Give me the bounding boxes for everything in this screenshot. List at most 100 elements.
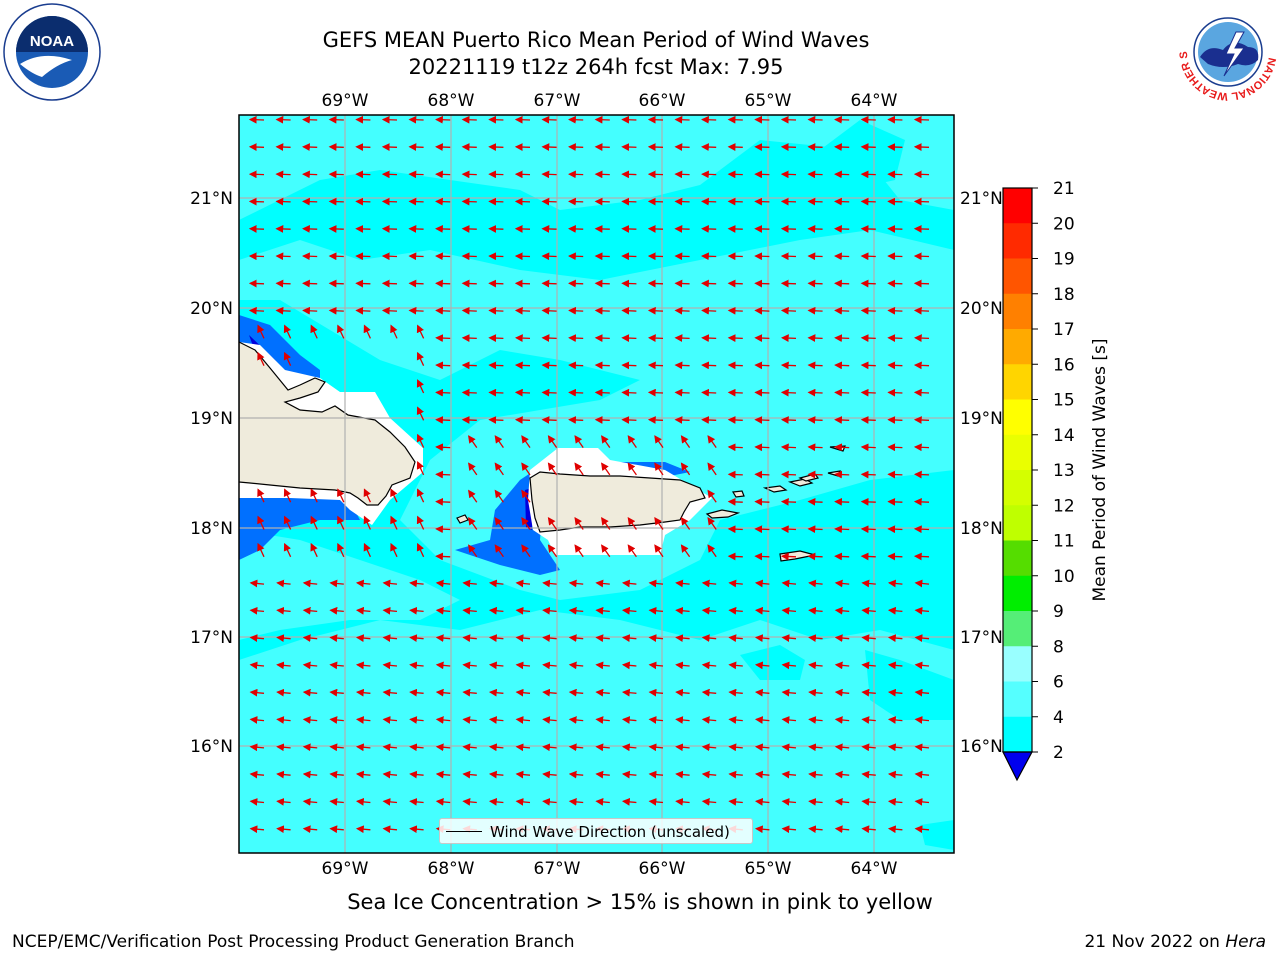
wind-wave-arrow	[257, 542, 265, 558]
wind-wave-arrow	[249, 634, 265, 642]
wind-wave-arrow	[595, 634, 610, 642]
st-thomas	[762, 485, 788, 493]
wind-wave-arrow	[409, 716, 424, 724]
lat-label-right: 21°N	[960, 189, 1003, 209]
wind-wave-arrow	[337, 542, 345, 558]
wind-wave-arrow	[887, 770, 903, 779]
wind-wave-arrow	[621, 361, 637, 370]
wind-wave-arrow	[541, 416, 557, 424]
lon-label-bottom: 64°W	[851, 859, 898, 879]
wind-wave-arrow	[514, 306, 531, 315]
colorbar-tick-label: 8	[1053, 637, 1064, 657]
wind-wave-arrow	[754, 634, 770, 642]
wind-wave-arrow	[808, 579, 823, 588]
wind-wave-arrow	[435, 770, 451, 779]
wind-wave-arrow	[860, 525, 876, 534]
wind-wave-arrow	[808, 770, 823, 779]
lon-label-top: 65°W	[745, 91, 792, 111]
wind-wave-arrow	[462, 688, 477, 697]
wind-wave-arrow	[648, 579, 664, 588]
wind-wave-arrow	[727, 470, 743, 479]
wind-wave-arrow	[834, 798, 850, 806]
wind-wave-arrow	[249, 661, 265, 670]
wind-wave-arrow	[568, 306, 584, 315]
colorbar-cell	[1003, 329, 1032, 365]
wind-wave-arrow	[754, 825, 770, 834]
wind-wave-arrow	[675, 661, 690, 670]
wind-wave-arrow	[887, 825, 903, 834]
legend-line-icon	[446, 831, 482, 832]
wind-wave-arrow	[808, 634, 823, 642]
wind-wave-arrow	[887, 798, 903, 806]
wind-wave-arrow	[302, 743, 318, 752]
wind-wave-arrow	[807, 443, 823, 452]
colorbar: 21 20 19 18 17 16 15 14 13 12 11 10 9 8 6 4 2 Mean Perio…	[1002, 179, 1110, 782]
wind-wave-arrow	[541, 306, 557, 315]
wind-wave-arrow	[249, 579, 265, 588]
wind-wave-arrow	[860, 552, 876, 561]
wind-wave-arrow	[541, 334, 557, 342]
wind-wave-arrow	[707, 435, 717, 448]
wind-wave-arrow	[574, 462, 584, 476]
wind-wave-arrow	[648, 770, 664, 779]
wind-wave-arrow	[462, 579, 477, 588]
colorbar-tick-label: 16	[1053, 355, 1075, 375]
wind-wave-arrow	[728, 579, 743, 588]
wind-wave-arrow	[514, 416, 531, 424]
wind-wave-arrow	[541, 388, 557, 397]
wind-wave-arrow	[807, 361, 823, 370]
wind-wave-arrow	[390, 542, 398, 558]
wind-wave-arrow	[914, 716, 930, 724]
wind-wave-arrow	[409, 825, 424, 834]
wind-wave-arrow	[595, 606, 610, 615]
wind-wave-arrow	[416, 324, 425, 339]
wind-wave-arrow	[515, 661, 531, 670]
colorbar-tick-label: 21	[1053, 179, 1075, 199]
wind-wave-arrow	[382, 770, 398, 779]
wind-wave-arrow	[488, 579, 504, 588]
wind-wave-arrow	[355, 688, 371, 697]
wind-wave-arrow	[834, 388, 850, 397]
wind-wave-arrow	[355, 825, 371, 834]
lon-label-top: 66°W	[639, 91, 686, 111]
wind-wave-arrow	[409, 634, 424, 642]
wind-wave-arrow	[701, 334, 717, 342]
wind-wave-arrow	[727, 334, 743, 342]
wind-wave-arrow	[488, 416, 504, 424]
colorbar-tick-label: 12	[1053, 496, 1075, 516]
wind-wave-arrow	[781, 634, 797, 642]
wind-wave-arrow	[515, 743, 531, 752]
wind-wave-arrow	[701, 306, 717, 315]
wind-wave-arrow	[727, 497, 743, 506]
wind-wave-arrow	[594, 388, 610, 397]
wind-wave-arrow	[808, 743, 823, 752]
wind-wave-arrow	[382, 716, 398, 724]
footer-credit: NCEP/EMC/Verification Post Processing Pr…	[12, 932, 575, 952]
wind-wave-arrow	[780, 361, 797, 370]
wind-wave-arrow	[754, 716, 770, 724]
wind-wave-arrow	[574, 435, 584, 448]
wind-wave-arrow	[276, 825, 291, 834]
wind-wave-arrow	[780, 388, 797, 397]
wind-wave-arrow	[887, 388, 903, 397]
wind-wave-arrow	[494, 516, 504, 530]
wind-wave-arrow	[728, 634, 743, 642]
wind-wave-arrow	[887, 661, 903, 670]
wind-wave-arrow	[595, 798, 610, 806]
wind-wave-arrow	[860, 306, 876, 315]
wind-wave-arrow	[521, 489, 531, 503]
lon-label-bottom: 66°W	[639, 859, 686, 879]
wind-wave-arrow	[834, 634, 850, 642]
wind-wave-arrow	[363, 324, 371, 339]
wind-wave-arrow	[834, 306, 850, 315]
wind-wave-arrow	[887, 552, 903, 561]
wind-wave-arrow	[727, 306, 743, 315]
wind-wave-arrow	[675, 743, 690, 752]
lon-label-bottom: 68°W	[428, 859, 475, 879]
wind-wave-arrow	[409, 770, 424, 779]
wind-wave-arrow	[355, 770, 371, 779]
wind-wave-arrow	[488, 634, 504, 642]
wind-wave-arrow	[574, 516, 584, 530]
wind-wave-arrow	[382, 743, 398, 752]
wind-wave-arrow	[435, 388, 451, 397]
